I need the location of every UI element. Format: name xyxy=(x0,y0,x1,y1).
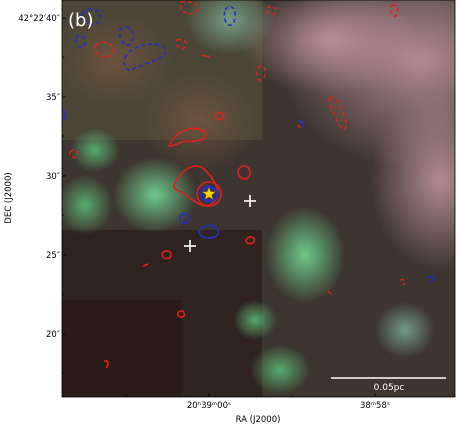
y-tick-label: 35″ xyxy=(46,93,60,103)
red-contour xyxy=(266,5,278,16)
red-contour xyxy=(179,0,200,15)
blue-contour xyxy=(81,8,101,26)
red-contour xyxy=(389,4,399,18)
x-tick-label: 20ʰ39ᵐ00ˢ xyxy=(187,401,231,411)
red-contour xyxy=(201,54,211,58)
x-tick-label: 38ᵐ58ˢ xyxy=(360,401,390,411)
red-contour xyxy=(237,165,251,180)
blue-contour xyxy=(427,275,434,283)
scale-bar: 0.05pc xyxy=(331,377,446,393)
red-contour xyxy=(177,310,186,318)
red-contour xyxy=(175,38,187,50)
red-contour xyxy=(297,124,303,131)
y-axis-title: DEC (J2000) xyxy=(4,172,14,223)
red-contour xyxy=(214,111,225,121)
y-tick-label: 42°22′40″ xyxy=(18,14,60,24)
blue-contour xyxy=(223,5,236,26)
red-contour xyxy=(256,65,267,81)
axes-frame xyxy=(61,0,456,398)
y-tick-label: 25″ xyxy=(46,251,60,261)
red-contour xyxy=(142,263,149,267)
red-contour xyxy=(103,359,109,369)
red-contour xyxy=(327,290,334,297)
red-contour xyxy=(245,236,256,245)
red-contour xyxy=(94,41,115,58)
star-icon xyxy=(202,186,216,200)
markers xyxy=(184,186,256,252)
blue-contour xyxy=(297,120,304,129)
red-contour xyxy=(328,96,347,130)
red-contours xyxy=(69,0,406,369)
cross-marker xyxy=(184,240,196,252)
red-contour xyxy=(399,278,406,286)
scale-bar-label: 0.05pc xyxy=(374,383,405,393)
blue-contour xyxy=(74,34,86,49)
y-tick-label: 20″ xyxy=(46,330,60,340)
y-axis xyxy=(62,17,66,374)
cross-marker xyxy=(244,195,256,207)
blue-contour xyxy=(62,109,67,121)
y-tick-label: 30″ xyxy=(46,172,60,182)
blue-contour xyxy=(198,224,219,239)
red-contour xyxy=(196,181,222,207)
red-contour xyxy=(173,165,219,207)
blue-contour xyxy=(179,212,190,224)
x-axis-title: RA (J2000) xyxy=(236,415,281,425)
red-contour xyxy=(167,127,207,147)
red-contour xyxy=(161,250,172,260)
panel-label: (b) xyxy=(68,10,93,31)
x-axis xyxy=(125,393,376,397)
red-contour xyxy=(69,149,79,159)
sky-image xyxy=(62,0,455,397)
